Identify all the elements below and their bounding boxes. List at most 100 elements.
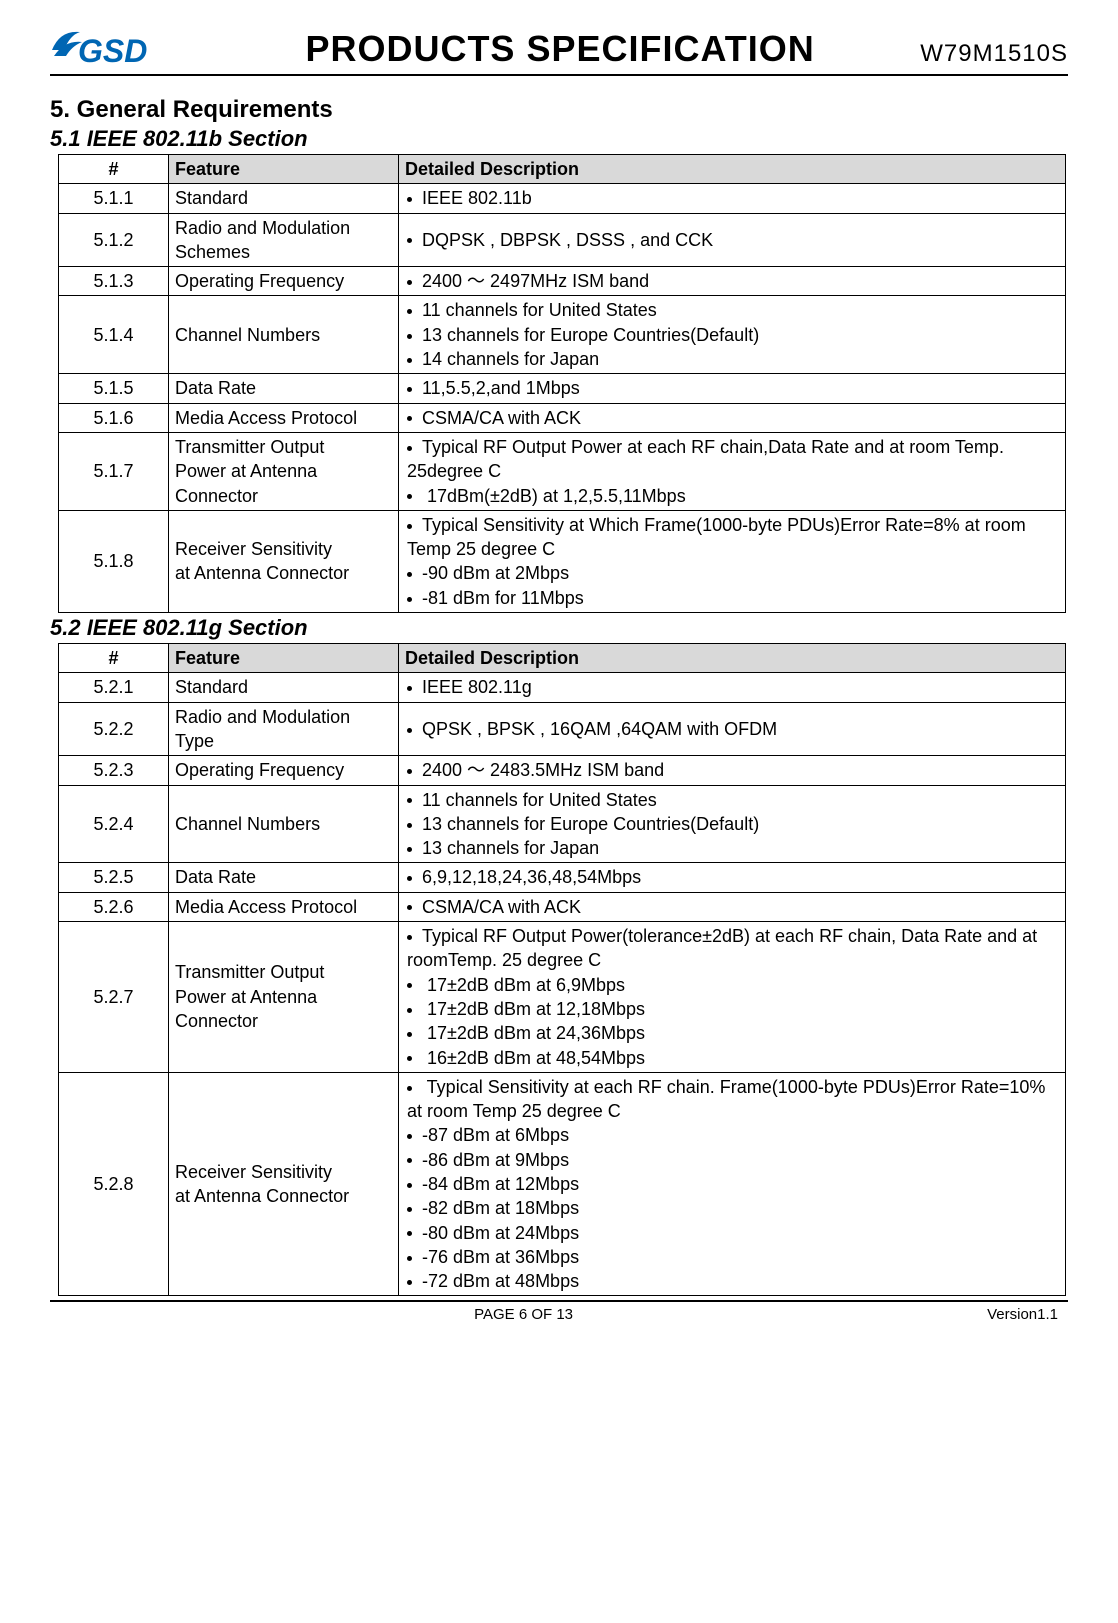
description-item: 17±2dB dBm at 24,36Mbps bbox=[405, 1021, 1059, 1045]
cell-number: 5.1.7 bbox=[59, 432, 169, 510]
cell-description: 2400 ～ 2497MHz ISM band bbox=[399, 267, 1066, 296]
cell-number: 5.2.7 bbox=[59, 922, 169, 1073]
table-row: 5.1.3Operating Frequency2400 ～ 2497MHz I… bbox=[59, 267, 1066, 296]
description-item: -86 dBm at 9Mbps bbox=[405, 1148, 1059, 1172]
cell-description: CSMA/CA with ACK bbox=[399, 892, 1066, 921]
table-row: 5.2.4Channel Numbers11 channels for Unit… bbox=[59, 785, 1066, 863]
cell-number: 5.1.1 bbox=[59, 184, 169, 213]
description-item: 11 channels for United States bbox=[405, 788, 1059, 812]
section-5-2-heading: 5.2 IEEE 802.11g Section bbox=[50, 615, 1068, 641]
col-header-feature: Feature bbox=[169, 155, 399, 184]
description-item: -72 dBm at 48Mbps bbox=[405, 1269, 1059, 1293]
cell-description: QPSK , BPSK , 16QAM ,64QAM with OFDM bbox=[399, 702, 1066, 756]
table-row: 5.2.1StandardIEEE 802.11g bbox=[59, 673, 1066, 702]
col-header-feature: Feature bbox=[169, 644, 399, 673]
description-item: CSMA/CA with ACK bbox=[405, 406, 1059, 430]
cell-number: 5.2.8 bbox=[59, 1072, 169, 1296]
section-5-1-heading: 5.1 IEEE 802.11b Section bbox=[50, 126, 1068, 152]
cell-number: 5.1.3 bbox=[59, 267, 169, 296]
table-row: 5.1.6Media Access ProtocolCSMA/CA with A… bbox=[59, 403, 1066, 432]
col-header-num: # bbox=[59, 155, 169, 184]
cell-number: 5.2.6 bbox=[59, 892, 169, 921]
description-item: 17±2dB dBm at 6,9Mbps bbox=[405, 973, 1059, 997]
table-row: 5.1.4Channel Numbers11 channels for Unit… bbox=[59, 296, 1066, 374]
table-row: 5.2.5Data Rate6,9,12,18,24,36,48,54Mbps bbox=[59, 863, 1066, 892]
description-item: 2400 ～ 2497MHz ISM band bbox=[405, 269, 1059, 293]
cell-feature: Transmitter OutputPower at Antenna Conne… bbox=[169, 922, 399, 1073]
cell-description: IEEE 802.11g bbox=[399, 673, 1066, 702]
description-item: 11 channels for United States bbox=[405, 298, 1059, 322]
description-item: Typical Sensitivity at each RF chain. Fr… bbox=[405, 1075, 1059, 1124]
cell-feature: Data Rate bbox=[169, 863, 399, 892]
description-item: 17±2dB dBm at 12,18Mbps bbox=[405, 997, 1059, 1021]
description-item: -84 dBm at 12Mbps bbox=[405, 1172, 1059, 1196]
cell-feature: Transmitter OutputPower at Antenna Conne… bbox=[169, 432, 399, 510]
table-row: 5.1.7Transmitter OutputPower at Antenna … bbox=[59, 432, 1066, 510]
cell-description: 2400 ～ 2483.5MHz ISM band bbox=[399, 756, 1066, 785]
description-item: IEEE 802.11b bbox=[405, 186, 1059, 210]
table-row: 5.2.3Operating Frequency2400 ～ 2483.5MHz… bbox=[59, 756, 1066, 785]
description-item: 17dBm(±2dB) at 1,2,5.5,11Mbps bbox=[405, 484, 1059, 508]
description-item: -76 dBm at 36Mbps bbox=[405, 1245, 1059, 1269]
cell-description: DQPSK , DBPSK , DSSS , and CCK bbox=[399, 213, 1066, 267]
page-footer: PAGE 6 OF 13 Version1.1 bbox=[50, 1302, 1068, 1323]
description-item: CSMA/CA with ACK bbox=[405, 895, 1059, 919]
cell-description: Typical Sensitivity at Which Frame(1000-… bbox=[399, 510, 1066, 612]
cell-feature: Receiver Sensitivityat Antenna Connector bbox=[169, 1072, 399, 1296]
table-row: 5.1.5Data Rate11,5.5,2,and 1Mbps bbox=[59, 374, 1066, 403]
section-5-heading: 5. General Requirements bbox=[50, 96, 1068, 124]
description-item: QPSK , BPSK , 16QAM ,64QAM with OFDM bbox=[405, 717, 1059, 741]
cell-description: 11 channels for United States13 channels… bbox=[399, 296, 1066, 374]
cell-description: Typical RF Output Power(tolerance±2dB) a… bbox=[399, 922, 1066, 1073]
table-row: 5.2.2Radio and Modulation TypeQPSK , BPS… bbox=[59, 702, 1066, 756]
footer-page: PAGE 6 OF 13 bbox=[60, 1306, 987, 1323]
description-item: 14 channels for Japan bbox=[405, 347, 1059, 371]
description-item: 13 channels for Europe Countries(Default… bbox=[405, 812, 1059, 836]
description-item: 13 channels for Japan bbox=[405, 836, 1059, 860]
cell-number: 5.1.4 bbox=[59, 296, 169, 374]
description-item: 16±2dB dBm at 48,54Mbps bbox=[405, 1046, 1059, 1070]
description-item: 6,9,12,18,24,36,48,54Mbps bbox=[405, 865, 1059, 889]
cell-number: 5.2.1 bbox=[59, 673, 169, 702]
cell-feature: Radio and Modulation Schemes bbox=[169, 213, 399, 267]
cell-feature: Channel Numbers bbox=[169, 296, 399, 374]
description-item: Typical RF Output Power at each RF chain… bbox=[405, 435, 1059, 484]
cell-feature: Channel Numbers bbox=[169, 785, 399, 863]
table-row: 5.1.8Receiver Sensitivityat Antenna Conn… bbox=[59, 510, 1066, 612]
cell-feature: Standard bbox=[169, 673, 399, 702]
svg-text:GSD: GSD bbox=[78, 33, 147, 69]
description-item: 2400 ～ 2483.5MHz ISM band bbox=[405, 758, 1059, 782]
cell-feature: Media Access Protocol bbox=[169, 892, 399, 921]
description-item: 11,5.5,2,and 1Mbps bbox=[405, 376, 1059, 400]
table-802-11b: # Feature Detailed Description 5.1.1Stan… bbox=[58, 154, 1066, 613]
page-header: GSD PRODUCTS SPECIFICATION W79M1510S bbox=[50, 20, 1068, 76]
description-item: -87 dBm at 6Mbps bbox=[405, 1123, 1059, 1147]
cell-feature: Operating Frequency bbox=[169, 756, 399, 785]
cell-feature: Data Rate bbox=[169, 374, 399, 403]
description-item: Typical Sensitivity at Which Frame(1000-… bbox=[405, 513, 1059, 562]
col-header-num: # bbox=[59, 644, 169, 673]
cell-feature: Radio and Modulation Type bbox=[169, 702, 399, 756]
table-row: 5.1.2Radio and Modulation SchemesDQPSK ,… bbox=[59, 213, 1066, 267]
cell-description: IEEE 802.11b bbox=[399, 184, 1066, 213]
cell-feature: Receiver Sensitivityat Antenna Connector bbox=[169, 510, 399, 612]
description-item: -81 dBm for 11Mbps bbox=[405, 586, 1059, 610]
cell-number: 5.1.5 bbox=[59, 374, 169, 403]
cell-feature: Standard bbox=[169, 184, 399, 213]
table-row: 5.2.7Transmitter OutputPower at Antenna … bbox=[59, 922, 1066, 1073]
cell-description: Typical Sensitivity at each RF chain. Fr… bbox=[399, 1072, 1066, 1296]
cell-description: 11,5.5,2,and 1Mbps bbox=[399, 374, 1066, 403]
description-item: -80 dBm at 24Mbps bbox=[405, 1221, 1059, 1245]
cell-number: 5.1.8 bbox=[59, 510, 169, 612]
table-row: 5.2.6Media Access ProtocolCSMA/CA with A… bbox=[59, 892, 1066, 921]
description-item: -82 dBm at 18Mbps bbox=[405, 1196, 1059, 1220]
cell-description: CSMA/CA with ACK bbox=[399, 403, 1066, 432]
table-row: 5.2.8Receiver Sensitivityat Antenna Conn… bbox=[59, 1072, 1066, 1296]
table-row: 5.1.1StandardIEEE 802.11b bbox=[59, 184, 1066, 213]
col-header-description: Detailed Description bbox=[399, 644, 1066, 673]
cell-number: 5.1.2 bbox=[59, 213, 169, 267]
description-item: 13 channels for Europe Countries(Default… bbox=[405, 323, 1059, 347]
description-item: -90 dBm at 2Mbps bbox=[405, 561, 1059, 585]
cell-number: 5.2.4 bbox=[59, 785, 169, 863]
cell-number: 5.2.5 bbox=[59, 863, 169, 892]
